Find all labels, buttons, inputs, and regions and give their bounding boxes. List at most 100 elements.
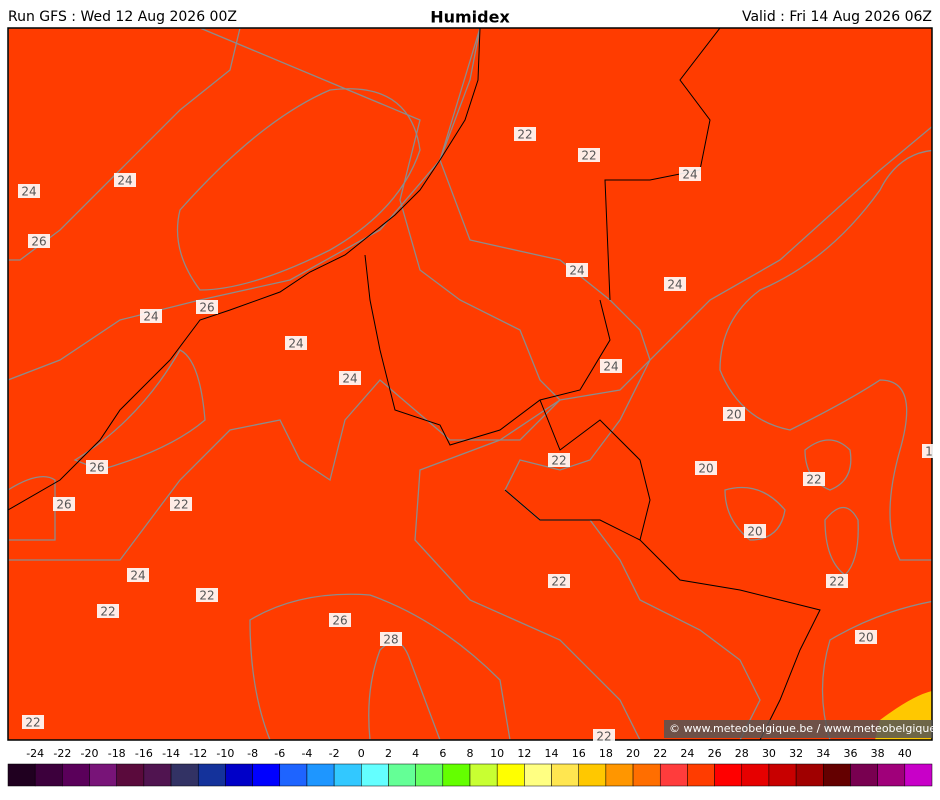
colorbar-swatch [524,763,552,787]
colorbar-swatch [62,763,90,787]
colorbar-tick-label: 16 [572,747,586,760]
colorbar-swatch [89,763,117,787]
colorbar-swatch [877,763,906,787]
colorbar-swatch [823,763,851,787]
contour-label-box [664,277,686,291]
contour-label: 24 [603,360,618,374]
contour-label: 20 [698,462,713,476]
zone-26-28 [249,593,511,740]
colorbar-swatch [225,763,253,787]
colorbar-swatch [306,763,335,787]
contour-label-box [514,127,536,141]
map-field [8,28,932,740]
colorbar-swatch [768,763,797,787]
contour-label-box [548,453,570,467]
colorbar-tick-label: 34 [816,747,830,760]
contour-label: 24 [117,174,132,188]
contour-label-box [285,336,307,350]
contour-label-box [18,184,40,198]
contour-label-box [593,729,615,743]
zone-26-28 [176,88,421,291]
zone-18-20 [724,486,786,541]
contour-label: 26 [199,301,214,315]
contour-label-box [723,407,745,421]
contour-label: 24 [667,278,682,292]
contour-label-box [140,309,162,323]
colorbar-swatch [415,763,444,787]
contour-label: 22 [581,149,596,163]
contour-label: 22 [829,575,844,589]
zone-24-26 [8,28,561,561]
colorbar-swatch [687,763,715,787]
colorbar-swatch [469,763,498,787]
contour-label: 20 [726,408,741,422]
contour-label: 20 [858,631,873,645]
colorbar-swatch [7,763,36,787]
colorbar-swatch [741,763,770,787]
zone-26-28 [73,349,206,471]
colorbar-swatch [279,763,308,787]
contour-label-box [600,359,622,373]
colorbar-swatch [632,763,661,787]
colorbar-tick-label: -18 [108,747,126,760]
colorbar-swatch [361,763,389,787]
colorbar-swatch [333,763,362,787]
contour-label: 22 [199,589,214,603]
contour-label-box [127,568,149,582]
colorbar-swatch [795,763,824,787]
contour-label-box [329,613,351,627]
contour-label: 20 [747,525,762,539]
zone-24-26 [8,28,241,261]
colorbar-tick-label: 26 [708,747,722,760]
contour-label: 22 [173,498,188,512]
colorbar-tick-label: 30 [762,747,776,760]
zone-18-20 [719,149,932,561]
colorbar-tick-label: -2 [329,747,340,760]
contour-labels: 24 24 26 26 24 24 24 22 22 24 24 24 24 20 22 20 22 26 26 22… [18,127,936,744]
contour-label-box [28,234,50,248]
colorbar-swatch [551,763,579,787]
field-base [8,28,932,740]
zone-18-20 [821,600,932,740]
colorbar-swatch [252,763,281,787]
colorbar-swatch [170,763,199,787]
colorbar-tick-label: -24 [26,747,44,760]
contour-label-box [566,263,588,277]
contour-label-box [578,148,600,162]
colorbar-swatch [904,763,933,787]
colorbar-swatch [714,763,743,787]
contour-label: 28 [383,633,398,647]
zone-22-24 [824,506,859,576]
contour-label-box [826,574,848,588]
colorbar-tick-label: -12 [189,747,207,760]
colorbar-tick-label: -4 [301,747,312,760]
colorbar-tick-label: 18 [599,747,613,760]
contour-label: 22 [596,730,611,744]
colorbar-swatch [605,763,634,787]
border [364,254,611,446]
contour-label: 22 [806,473,821,487]
colorbar-tick-label: 38 [871,747,885,760]
contour-label: 26 [332,614,347,628]
contour-label-box [196,300,218,314]
colorbar-swatch [34,763,63,787]
contour-label-box [97,604,119,618]
colorbar-tick-label: -20 [81,747,99,760]
border [504,489,641,541]
zone-22-24 [8,28,651,740]
contour-label-box [679,167,701,181]
map-title: Humidex [430,8,510,27]
copyright-box [664,720,932,738]
colorbar-swatch [116,763,145,787]
map-frame [7,27,933,741]
colorbar-tick-label: 2 [385,747,392,760]
contour-label: 24 [21,185,36,199]
colorbar-swatch [496,763,525,787]
colorbar-tick-label: 20 [626,747,640,760]
valid-label: Valid : Fri 14 Aug 2026 06Z [742,9,932,25]
colorbar-swatch [388,763,416,787]
colorbar-swatch [143,763,172,787]
colorbar-tick-label: -14 [162,747,180,760]
colorbar-tick-label: -16 [135,747,153,760]
contour-label: 22 [551,454,566,468]
